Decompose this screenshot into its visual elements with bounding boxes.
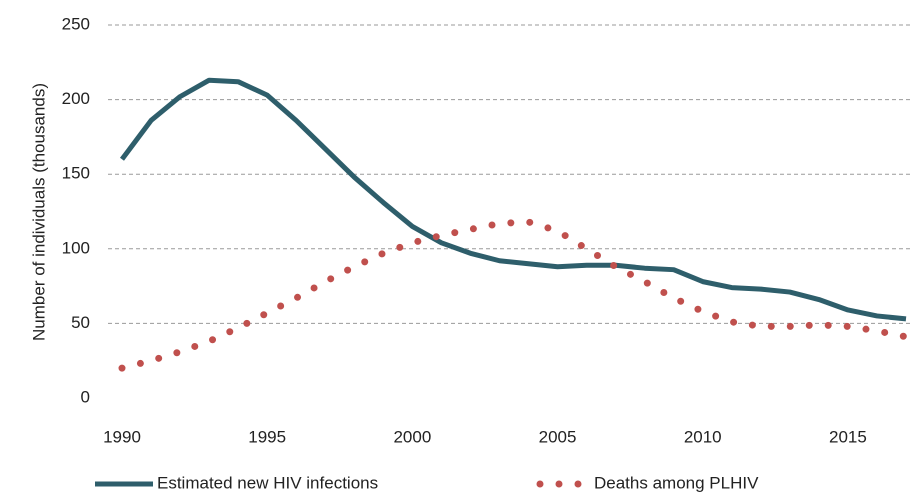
legend-label: Estimated new HIV infections: [157, 473, 378, 492]
y-tick-label: 250: [62, 14, 90, 33]
x-tick-label: 1990: [103, 427, 141, 446]
x-tick-label: 1995: [248, 427, 286, 446]
legend-label: Deaths among PLHIV: [594, 473, 759, 492]
y-tick-label: 0: [81, 387, 90, 406]
y-tick-label: 200: [62, 89, 90, 108]
y-tick-label: 150: [62, 164, 90, 183]
series-line: [118, 218, 910, 372]
y-axis-label: Number of individuals (thousands): [29, 83, 48, 341]
x-tick-label: 2000: [393, 427, 431, 446]
y-tick-label: 100: [62, 238, 90, 257]
x-tick-label: 2015: [829, 427, 867, 446]
y-tick-label: 50: [71, 313, 90, 332]
x-tick-label: 2010: [684, 427, 722, 446]
series-line: [119, 77, 907, 322]
x-tick-label: 2005: [539, 427, 577, 446]
